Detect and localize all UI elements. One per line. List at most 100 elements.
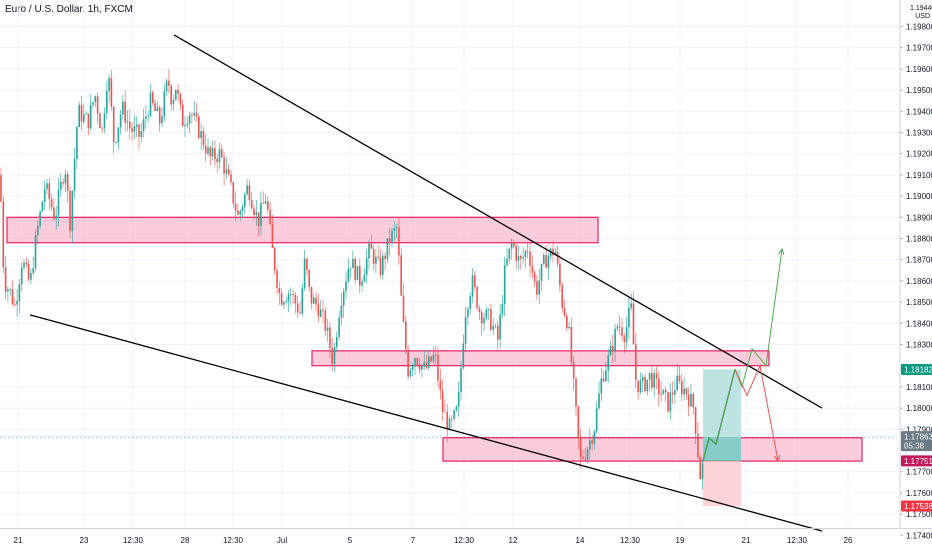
candle-body — [632, 303, 635, 345]
candle-body — [681, 380, 683, 395]
time-tick-label: 7 — [411, 536, 416, 545]
candle-body — [170, 85, 172, 105]
candle-body — [669, 392, 672, 412]
candle-body — [225, 169, 228, 174]
time-tick-label: 21 — [742, 536, 751, 545]
candle-body — [508, 248, 511, 260]
candle-body — [379, 257, 382, 275]
candle-body — [697, 433, 699, 458]
candle-body — [250, 200, 253, 209]
currency-label: 1.19440 USD — [910, 5, 932, 21]
candle-body — [4, 267, 7, 292]
candle-body — [11, 289, 14, 304]
candle-body — [690, 393, 692, 407]
candle-body — [221, 149, 223, 158]
candle-body — [112, 106, 115, 143]
candle-body — [80, 105, 83, 122]
candle-body — [526, 251, 529, 253]
candle-body — [126, 121, 129, 123]
candle-body — [664, 389, 667, 392]
candle-body — [209, 147, 212, 157]
candle-body — [687, 394, 690, 407]
candle-body — [253, 208, 255, 215]
projection-down-arrowhead — [773, 454, 781, 462]
price-axis[interactable]: 1.19800 1.19700 1.19600 1.19500 1.19400 1.193… — [899, 0, 932, 540]
time-tick-label: 12 — [509, 536, 518, 545]
candle-body — [158, 107, 161, 124]
time-tick-label: 26 — [844, 536, 853, 545]
candle-body — [439, 380, 442, 391]
candle-body — [591, 440, 593, 444]
candle-body — [421, 365, 423, 370]
candle-body — [575, 378, 577, 407]
candle-body — [515, 246, 517, 261]
candle-body — [37, 225, 39, 236]
price-tick-label: 1.18800 — [906, 235, 932, 244]
candle-body — [586, 449, 589, 460]
trend-lines[interactable] — [29, 34, 823, 532]
time-axis[interactable]: 21 23 12:30 28 12:30 Jul 5 7 12:30 12 14 12:30 19 21 1… — [0, 528, 932, 546]
candle-body — [287, 294, 290, 302]
candle-body — [612, 345, 614, 352]
candle-body — [239, 211, 241, 215]
candle-body — [218, 149, 221, 163]
candle-body — [692, 393, 695, 408]
candle-body — [501, 303, 504, 315]
price-badge-text: 1.17538 — [904, 502, 932, 511]
candle-body — [262, 202, 264, 204]
candle-body — [568, 326, 570, 329]
candle-body — [41, 201, 44, 212]
candle-body — [50, 199, 53, 208]
candle-body — [333, 347, 336, 364]
candle-body — [303, 258, 306, 289]
long-position-tool[interactable] — [703, 369, 741, 507]
candle-body — [522, 257, 524, 259]
candle-body — [43, 188, 46, 202]
candle-body — [595, 408, 598, 432]
candle-body — [140, 131, 143, 138]
candle-body — [543, 254, 545, 264]
candle-body — [216, 158, 218, 163]
projection-paths[interactable] — [702, 248, 785, 462]
candle-body — [609, 345, 612, 356]
candle-body — [699, 457, 701, 480]
candle-body — [517, 255, 520, 261]
candle-body — [271, 223, 274, 249]
support-resistance-zones[interactable] — [6, 216, 863, 462]
price-tick-label: 1.17500 — [906, 510, 932, 519]
price-badge-4 — [901, 500, 932, 512]
currency-top-price: 1.19440 — [910, 5, 932, 12]
zone-2 — [311, 350, 770, 367]
candle-body — [149, 92, 152, 116]
trend-line-1 — [173, 34, 823, 409]
candle-body — [227, 169, 230, 175]
candle-body — [237, 210, 239, 215]
candle-body — [319, 309, 322, 317]
candle-body — [308, 269, 310, 287]
candle-body — [101, 127, 103, 129]
candle-body — [434, 354, 437, 356]
candle-body — [290, 293, 292, 295]
candle-body — [386, 238, 389, 259]
candle-body — [142, 118, 145, 132]
candle-body — [119, 114, 122, 128]
candle-body — [646, 379, 649, 392]
candle-body — [138, 124, 140, 138]
candle-body — [241, 206, 244, 212]
candle-body — [554, 251, 557, 256]
candle-body — [464, 316, 467, 344]
candle-body — [584, 458, 586, 460]
candle-body — [651, 373, 653, 388]
candle-body — [195, 112, 198, 117]
candle-body — [60, 181, 62, 190]
price-tick-label: 1.18300 — [906, 341, 932, 350]
candle-body — [48, 183, 51, 200]
candle-body — [467, 309, 469, 317]
candle-body — [549, 248, 552, 257]
candle-body — [598, 393, 600, 409]
candle-body — [494, 325, 497, 327]
candle-body — [0, 174, 2, 202]
candle-body — [409, 369, 412, 377]
candle-body — [630, 303, 632, 308]
